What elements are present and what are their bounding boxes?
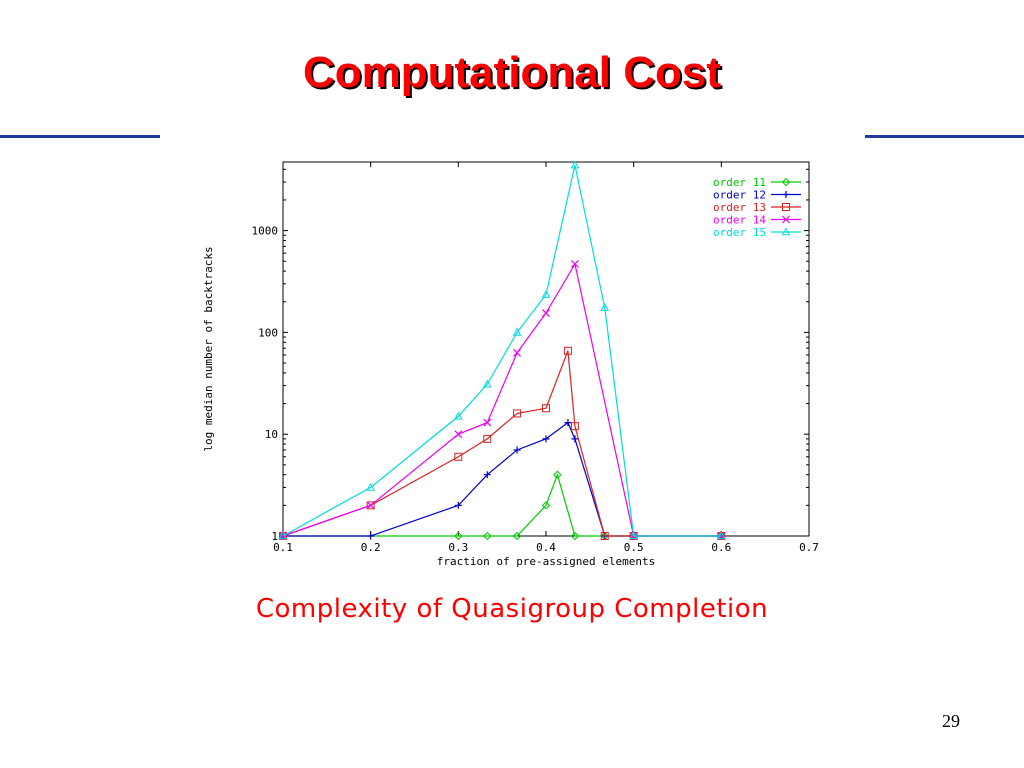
data-point — [564, 419, 572, 427]
data-point — [542, 309, 550, 317]
series-line — [282, 164, 722, 537]
data-point — [453, 411, 463, 420]
data-point — [541, 290, 551, 298]
series-order-15 — [278, 160, 726, 540]
data-point — [482, 379, 492, 388]
y-tick-label: 1 — [271, 530, 278, 543]
legend-entry: order 14 — [713, 214, 801, 227]
data-point — [553, 470, 562, 479]
data-point — [512, 531, 522, 541]
data-point — [513, 446, 521, 454]
data-point — [454, 531, 463, 541]
data-point — [600, 532, 609, 540]
series-layer — [278, 160, 726, 541]
legend-label: order 12 — [713, 189, 766, 202]
legend-marker — [782, 215, 790, 224]
data-point — [454, 452, 463, 461]
data-point — [366, 482, 376, 491]
legend-entry: order 13 — [713, 201, 801, 214]
x-tick-label: 0.2 — [361, 541, 381, 554]
data-point — [483, 471, 491, 479]
legend-marker — [782, 191, 790, 198]
x-tick-label: 0.6 — [711, 541, 731, 554]
title-rule-left — [0, 135, 160, 138]
page-number: 29 — [942, 711, 960, 731]
data-point — [600, 303, 610, 311]
data-point — [513, 348, 521, 357]
chart-caption: Complexity of Quasigroup Completion — [255, 594, 769, 624]
x-tick-label: 0.5 — [624, 541, 644, 554]
legend-entry: order 15 — [713, 226, 801, 239]
title-rule-right — [865, 135, 1024, 138]
data-point — [483, 434, 492, 443]
series-line — [282, 350, 722, 537]
data-point — [563, 346, 572, 355]
data-point — [716, 531, 726, 540]
data-point — [278, 531, 288, 540]
data-point — [629, 531, 639, 540]
x-axis-label: fraction of pre-assigned elements — [437, 555, 656, 568]
y-tick-label: 1000 — [252, 225, 279, 238]
y-tick-label: 10 — [265, 428, 278, 441]
y-axis-label: log median number of backtracks — [202, 246, 215, 451]
slide-title: Computational Cost — [303, 48, 721, 97]
legend-label: order 15 — [713, 226, 766, 239]
legend-label: order 13 — [713, 201, 766, 214]
legend-entry: order 12 — [713, 189, 801, 202]
legend-marker — [781, 227, 791, 236]
data-point — [541, 501, 551, 510]
plot-frame — [282, 161, 810, 537]
y-axis: 1 10 100 1000 — [252, 168, 809, 543]
x-tick-label: 0.4 — [536, 541, 556, 554]
data-point — [513, 409, 522, 418]
data-point — [366, 501, 375, 510]
data-point — [570, 160, 580, 169]
x-axis: 0.1 0.2 0.3 0.4 0.5 0.6 0.7 — [273, 162, 819, 554]
data-point — [366, 501, 375, 510]
legend-entry: order 11 — [713, 176, 801, 189]
data-point — [454, 430, 463, 439]
data-point — [483, 531, 492, 541]
x-tick-label: 0.3 — [448, 541, 468, 554]
data-point — [367, 532, 375, 540]
data-point — [542, 404, 550, 413]
data-point — [483, 418, 492, 427]
x-tick-label: 0.1 — [273, 541, 293, 554]
data-point — [571, 435, 579, 443]
data-point — [571, 260, 579, 268]
y-tick-label: 100 — [258, 326, 278, 339]
data-point — [512, 327, 522, 336]
data-point — [542, 435, 550, 443]
data-point — [454, 501, 462, 509]
x-tick-label: 0.7 — [799, 541, 819, 554]
legend-label: order 14 — [713, 214, 766, 227]
legend-marker — [781, 177, 791, 187]
legend-label: order 11 — [713, 176, 766, 189]
data-point — [570, 422, 579, 431]
legend-marker — [782, 203, 790, 211]
data-point — [570, 531, 580, 541]
